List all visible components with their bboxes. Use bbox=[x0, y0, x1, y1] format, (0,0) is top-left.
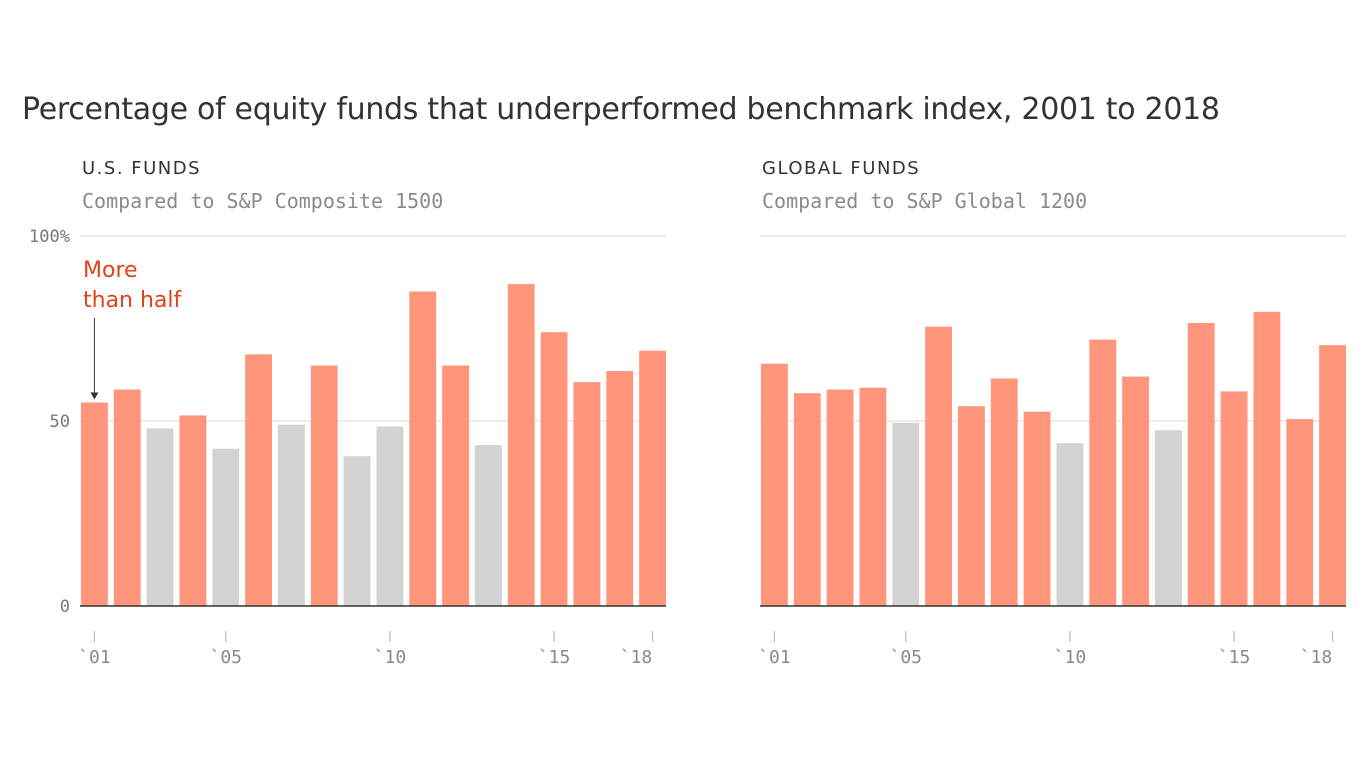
annotation-line-1: More bbox=[83, 258, 138, 283]
us-bar-2015 bbox=[540, 332, 568, 606]
us-bar-2017 bbox=[606, 371, 634, 606]
us-bar-2012 bbox=[442, 365, 469, 606]
global-bar-2009 bbox=[1023, 411, 1051, 606]
global-bar-2018 bbox=[1319, 345, 1346, 606]
us-chart-panel: U.S. FUNDS Compared to S&P Composite 1500… bbox=[29, 158, 666, 668]
us-bar-2013 bbox=[475, 445, 502, 606]
global-x-tick-label: `15 bbox=[1218, 647, 1251, 668]
us-x-tick-label: `15 bbox=[538, 647, 571, 668]
annotation-line-2: than half bbox=[83, 288, 183, 313]
global-bar-2006 bbox=[925, 326, 952, 606]
y-tick-label: 50 bbox=[50, 412, 70, 432]
global-x-tick-label: `18 bbox=[1300, 647, 1333, 668]
global-x-tick-label: `01 bbox=[758, 647, 791, 668]
global-bar-2002 bbox=[793, 393, 821, 606]
us-bar-2008 bbox=[310, 365, 338, 606]
global-bar-2015 bbox=[1220, 391, 1248, 606]
y-tick-label: 100% bbox=[29, 227, 70, 247]
global-bar-2017 bbox=[1286, 419, 1314, 606]
global-bar-2010 bbox=[1056, 443, 1084, 606]
us-x-tick-label: `10 bbox=[374, 647, 407, 668]
global-bar-2001 bbox=[761, 363, 788, 606]
global-bar-2005 bbox=[892, 422, 920, 606]
us-bar-2005 bbox=[212, 448, 240, 606]
annotation-arrow-head-icon bbox=[90, 392, 99, 400]
us-bar-2002 bbox=[113, 389, 141, 606]
us-bar-2004 bbox=[179, 415, 207, 606]
global-bar-2013 bbox=[1155, 430, 1182, 606]
global-x-tick-label: `05 bbox=[889, 647, 922, 668]
global-x-tick-label: `10 bbox=[1054, 647, 1087, 668]
global-bar-2004 bbox=[859, 387, 887, 606]
us-x-tick-label: `18 bbox=[620, 647, 653, 668]
us-bar-2009 bbox=[343, 456, 371, 606]
global-bar-2011 bbox=[1089, 339, 1117, 606]
us-x-tick-label: `01 bbox=[78, 647, 111, 668]
global-bar-2007 bbox=[958, 406, 985, 606]
global-bar-2012 bbox=[1122, 376, 1149, 606]
global-bar-2003 bbox=[826, 389, 854, 606]
y-tick-label: 0 bbox=[60, 597, 70, 617]
global-bar-2008 bbox=[990, 378, 1018, 606]
global-panel-title: GLOBAL FUNDS bbox=[762, 158, 920, 179]
us-x-tick-label: `05 bbox=[209, 647, 242, 668]
us-bar-2011 bbox=[409, 291, 437, 606]
us-panel-subtitle: Compared to S&P Composite 1500 bbox=[82, 189, 443, 213]
us-bar-2014 bbox=[507, 284, 535, 606]
global-chart-panel: GLOBAL FUNDS Compared to S&P Global 1200 `… bbox=[758, 158, 1346, 668]
us-bar-2016 bbox=[573, 382, 601, 606]
global-panel-subtitle: Compared to S&P Global 1200 bbox=[762, 189, 1087, 213]
global-bar-2016 bbox=[1253, 311, 1281, 606]
us-bar-2007 bbox=[278, 424, 305, 606]
global-bar-2014 bbox=[1187, 322, 1215, 606]
us-bar-2010 bbox=[376, 426, 404, 606]
us-panel-title: U.S. FUNDS bbox=[82, 158, 201, 179]
chart-title: Percentage of equity funds that underper… bbox=[22, 92, 1220, 127]
us-bar-2006 bbox=[245, 354, 272, 606]
us-bar-2018 bbox=[639, 350, 666, 606]
us-bar-2003 bbox=[146, 428, 174, 606]
us-bar-2001 bbox=[81, 402, 108, 606]
